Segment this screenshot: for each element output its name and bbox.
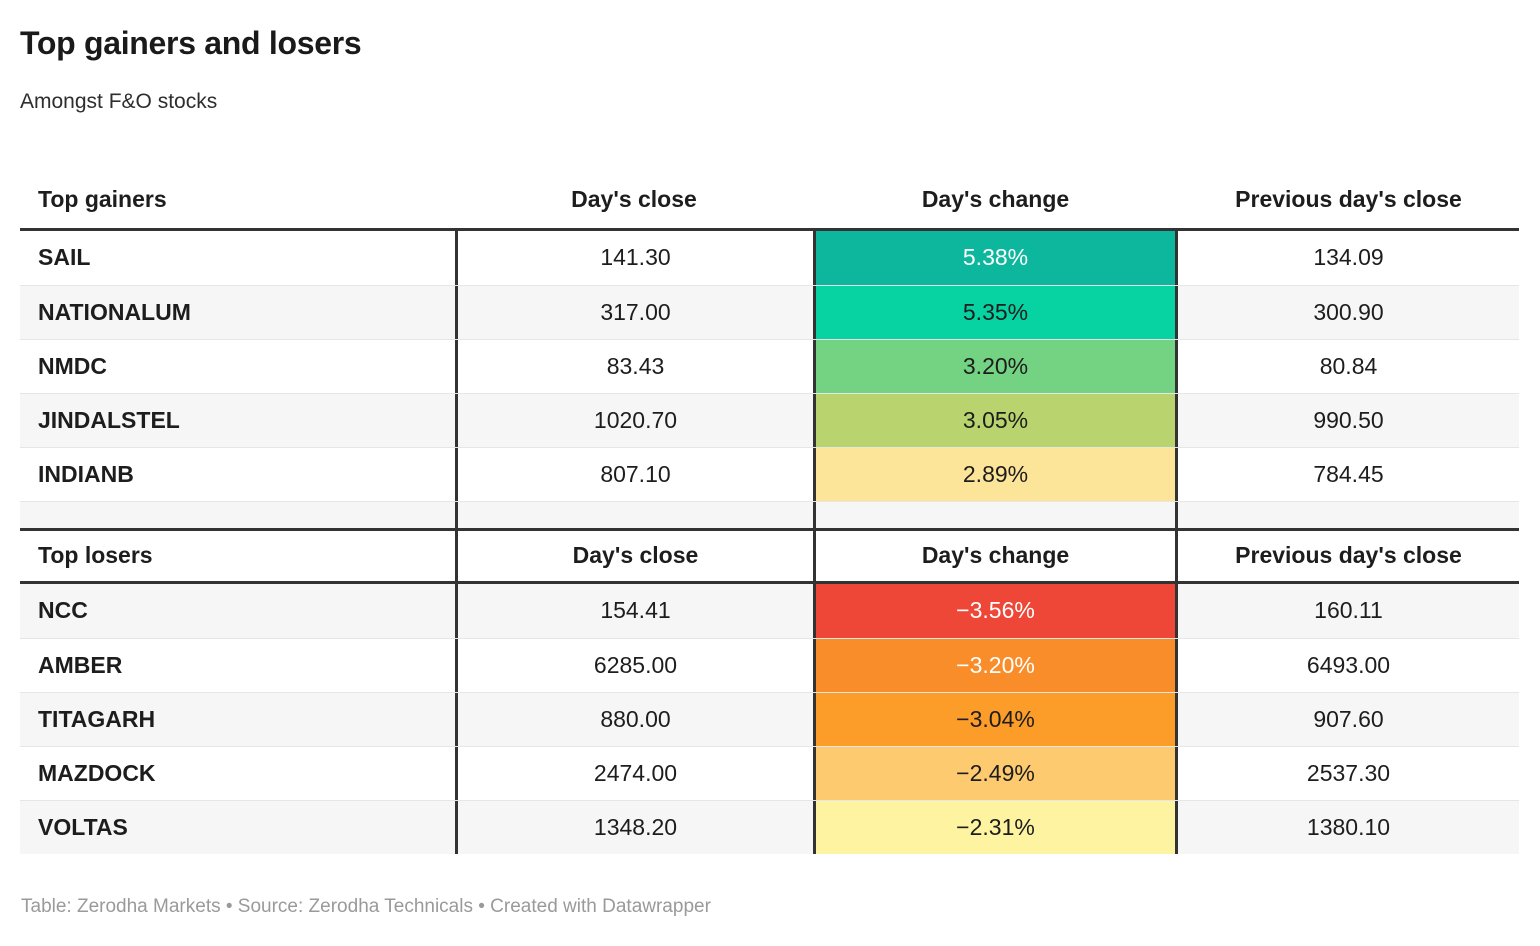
days-close-cell: 807.10 xyxy=(455,448,813,501)
table-row-nationalum: NATIONALUM 317.00 5.35% 300.90 xyxy=(20,285,1519,339)
days-close-cell: 154.41 xyxy=(455,584,813,638)
table-row-jindalstel: JINDALSTEL 1020.70 3.05% 990.50 xyxy=(20,393,1519,447)
days-close-cell: 317.00 xyxy=(455,286,813,339)
table-row-voltas: VOLTAS 1348.20 −2.31% 1380.10 xyxy=(20,800,1519,854)
table-row-sail: SAIL 141.30 5.38% 134.09 xyxy=(20,231,1519,285)
gainers-header-row: Top gainers Day's close Day's change Pre… xyxy=(20,171,1519,231)
days-change-cell: −2.49% xyxy=(813,747,1178,800)
gainers-losers-table: Top gainers Day's close Day's change Pre… xyxy=(20,171,1519,854)
column-header-days-close: Day's close xyxy=(571,185,697,212)
prev-close-cell: 80.84 xyxy=(1319,352,1378,379)
days-close-cell: 141.30 xyxy=(455,231,813,285)
days-close-cell: 6285.00 xyxy=(455,639,813,692)
prev-close-cell: 784.45 xyxy=(1313,460,1384,487)
days-change-cell: 5.35% xyxy=(813,286,1178,339)
page-title: Top gainers and losers xyxy=(20,25,362,61)
stock-name-cell: VOLTAS xyxy=(38,813,128,840)
stock-name-cell: TITAGARH xyxy=(38,705,156,732)
column-header-previous-days-close: Previous day's close xyxy=(1235,542,1462,569)
days-change-cell: 5.38% xyxy=(813,231,1178,285)
prev-close-cell: 6493.00 xyxy=(1306,651,1391,678)
days-close-cell: 83.43 xyxy=(455,340,813,393)
stock-name-cell: AMBER xyxy=(38,651,123,678)
table-row-mazdock: MAZDOCK 2474.00 −2.49% 2537.30 xyxy=(20,746,1519,800)
days-change-cell: −2.31% xyxy=(813,801,1178,854)
column-header-top-gainers: Top gainers xyxy=(38,185,167,212)
table-row-nmdc: NMDC 83.43 3.20% 80.84 xyxy=(20,339,1519,393)
days-close-cell: 1348.20 xyxy=(455,801,813,854)
stock-name-cell: INDIANB xyxy=(38,460,134,487)
column-header-previous-days-close: Previous day's close xyxy=(1235,185,1462,212)
days-close-cell: 2474.00 xyxy=(455,747,813,800)
days-change-cell: 3.05% xyxy=(813,394,1178,447)
days-change-cell: −3.20% xyxy=(813,639,1178,692)
stock-name-cell: JINDALSTEL xyxy=(38,406,180,433)
prev-close-cell: 134.09 xyxy=(1313,244,1384,271)
table-row-amber: AMBER 6285.00 −3.20% 6493.00 xyxy=(20,638,1519,692)
attribution-footer: Table: Zerodha Markets • Source: Zerodha… xyxy=(21,896,711,917)
prev-close-cell: 160.11 xyxy=(1314,597,1383,624)
stock-name-cell: NATIONALUM xyxy=(38,298,191,325)
days-close-cell: 880.00 xyxy=(455,693,813,746)
days-change-cell: −3.56% xyxy=(813,584,1178,638)
spacer-cell xyxy=(813,502,1178,528)
table-row-titagarh: TITAGARH 880.00 −3.04% 907.60 xyxy=(20,692,1519,746)
days-change-cell: −3.04% xyxy=(813,693,1178,746)
table-row-indianb: INDIANB 807.10 2.89% 784.45 xyxy=(20,447,1519,501)
spacer-cell xyxy=(1178,502,1519,528)
column-header-days-close: Day's close xyxy=(455,531,813,581)
stock-name-cell: SAIL xyxy=(38,244,91,271)
stock-name-cell: NMDC xyxy=(38,352,107,379)
page-subtitle: Amongst F&O stocks xyxy=(20,90,218,113)
prev-close-cell: 2537.30 xyxy=(1306,759,1391,786)
days-change-cell: 2.89% xyxy=(813,448,1178,501)
stock-name-cell: MAZDOCK xyxy=(38,759,156,786)
spacer-cell xyxy=(455,502,813,528)
section-spacer-row xyxy=(20,501,1519,528)
table-row-ncc: NCC 154.41 −3.56% 160.11 xyxy=(20,584,1519,638)
days-change-cell: 3.20% xyxy=(813,340,1178,393)
prev-close-cell: 990.50 xyxy=(1313,406,1384,433)
column-header-days-change: Day's change xyxy=(813,531,1178,581)
column-header-days-change: Day's change xyxy=(921,185,1070,212)
column-header-top-losers: Top losers xyxy=(38,542,153,569)
prev-close-cell: 907.60 xyxy=(1313,705,1384,732)
stock-name-cell: NCC xyxy=(38,597,88,624)
page: Top gainers and losers Amongst F&O stock… xyxy=(0,25,1540,854)
losers-header-row: Top losers Day's close Day's change Prev… xyxy=(20,528,1519,584)
prev-close-cell: 300.90 xyxy=(1313,298,1384,325)
prev-close-cell: 1380.10 xyxy=(1306,813,1391,840)
days-close-cell: 1020.70 xyxy=(455,394,813,447)
spacer-cell xyxy=(20,502,455,528)
